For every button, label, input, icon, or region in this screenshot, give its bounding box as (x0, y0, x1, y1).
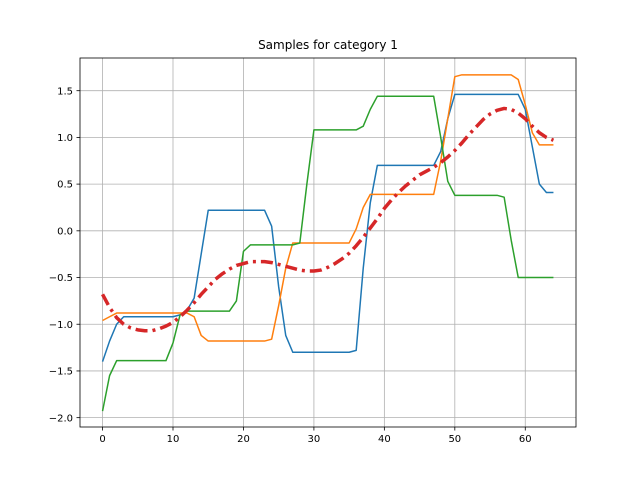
x-tick-label: 20 (237, 434, 250, 445)
grid (80, 58, 576, 427)
y-tick-label: 1.0 (57, 133, 73, 144)
y-tick-label: −1.5 (49, 367, 73, 378)
y-tick-label: −1.0 (49, 320, 73, 331)
series-line-2 (102, 74, 554, 342)
x-tick-label: 50 (448, 434, 461, 445)
axis-ticks: 0 10 20 30 40 50 60 −2.0 −1.5 −1.0 −0.5 0.0 0.5 1.0 1.… (49, 86, 532, 445)
x-tick-label: 0 (99, 434, 105, 445)
plot-frame (79, 57, 577, 428)
series-line-4 (101, 106, 555, 333)
series-line-3 (101, 95, 554, 412)
y-tick-label: −2.0 (49, 413, 73, 424)
y-tick-label: 0.0 (57, 226, 73, 237)
series-layer (101, 74, 555, 412)
x-tick-label: 10 (167, 434, 180, 445)
chart-title: Samples for category 1 (258, 38, 398, 52)
y-tick-label: 1.5 (57, 86, 73, 97)
x-tick-label: 30 (308, 434, 321, 445)
x-tick-label: 60 (519, 434, 532, 445)
y-tick-label: −0.5 (49, 273, 73, 284)
series-line-1 (101, 93, 554, 362)
x-tick-label: 40 (378, 434, 391, 445)
y-tick-label: 0.5 (57, 180, 73, 191)
